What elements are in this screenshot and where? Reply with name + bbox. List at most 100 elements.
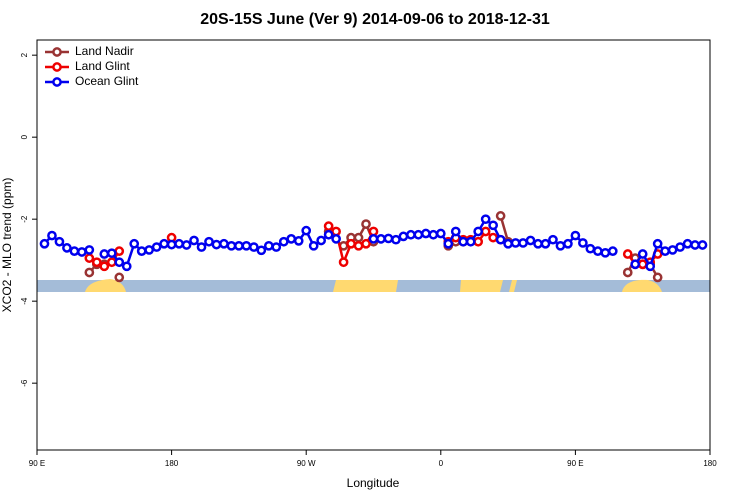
data-point bbox=[682, 238, 693, 249]
data-point bbox=[249, 242, 259, 252]
data-point bbox=[241, 240, 252, 251]
data-point bbox=[652, 238, 663, 249]
x-tick-label: 90 W bbox=[297, 459, 316, 468]
y-axis-label: XCO2 - MLO trend (ppm) bbox=[0, 178, 14, 313]
data-point bbox=[62, 243, 72, 253]
data-point bbox=[570, 230, 581, 241]
land-ocean-strip bbox=[37, 279, 710, 292]
land-patch bbox=[85, 279, 126, 292]
data-point bbox=[443, 238, 454, 249]
data-point bbox=[129, 238, 140, 249]
data-point bbox=[533, 238, 543, 249]
data-point bbox=[361, 219, 371, 229]
data-point bbox=[413, 229, 424, 240]
data-point bbox=[503, 238, 513, 249]
data-point bbox=[563, 238, 573, 249]
plot-frame bbox=[36, 39, 711, 451]
data-point bbox=[675, 242, 685, 252]
data-point bbox=[697, 240, 708, 250]
data-point bbox=[435, 228, 446, 239]
data-point bbox=[346, 238, 356, 249]
data-point bbox=[391, 234, 401, 245]
data-point bbox=[465, 236, 476, 247]
data-point bbox=[99, 261, 110, 272]
data-point bbox=[428, 229, 439, 240]
data-point bbox=[106, 248, 117, 259]
data-point bbox=[54, 236, 65, 247]
legend-marker bbox=[52, 47, 62, 57]
data-point bbox=[420, 228, 431, 239]
data-point bbox=[278, 236, 289, 247]
y-tick-label: -2 bbox=[20, 215, 29, 223]
chart-title: 20S-15S June (Ver 9) 2014-09-06 to 2018-… bbox=[200, 11, 550, 28]
data-point bbox=[84, 267, 95, 278]
data-point bbox=[308, 240, 319, 251]
x-tick-label: 90 E bbox=[29, 459, 45, 468]
data-point bbox=[301, 225, 312, 236]
data-point bbox=[458, 236, 469, 247]
data-point bbox=[181, 240, 192, 250]
data-point bbox=[630, 259, 641, 270]
data-point bbox=[166, 239, 177, 250]
y-tick-label: 0 bbox=[20, 134, 29, 139]
data-point bbox=[353, 232, 364, 243]
legend-label: Land Glint bbox=[75, 59, 130, 73]
data-point bbox=[114, 257, 125, 268]
land-patch bbox=[622, 279, 662, 292]
data-point bbox=[548, 234, 558, 245]
x-tick-label: 0 bbox=[439, 459, 444, 468]
data-point bbox=[361, 238, 371, 249]
data-point bbox=[293, 236, 304, 246]
data-point bbox=[91, 257, 102, 268]
data-point bbox=[667, 245, 678, 255]
data-point bbox=[510, 238, 521, 248]
data-point bbox=[585, 243, 596, 254]
data-point bbox=[331, 234, 341, 244]
data-point bbox=[219, 238, 229, 249]
data-point bbox=[114, 246, 125, 256]
x-axis-label: Longitude bbox=[347, 476, 400, 490]
data-point bbox=[600, 247, 611, 258]
y-tick-label: 2 bbox=[20, 52, 29, 57]
data-point bbox=[398, 231, 409, 242]
data-point bbox=[99, 249, 110, 259]
data-point bbox=[376, 234, 386, 244]
x-tick-label: 180 bbox=[165, 459, 179, 468]
data-point bbox=[660, 246, 670, 256]
data-point bbox=[69, 246, 80, 256]
data-point bbox=[234, 240, 244, 251]
data-point bbox=[652, 272, 663, 283]
data-point bbox=[488, 220, 498, 231]
data-point bbox=[450, 226, 461, 237]
y-tick-label: -4 bbox=[20, 297, 29, 305]
data-point bbox=[690, 240, 700, 250]
legend-marker bbox=[52, 62, 62, 72]
data-point bbox=[331, 226, 341, 237]
data-point bbox=[189, 235, 199, 246]
data-point bbox=[159, 238, 169, 249]
data-point bbox=[622, 267, 633, 278]
data-point bbox=[473, 236, 484, 247]
data-point bbox=[196, 242, 207, 252]
data-point bbox=[488, 232, 498, 243]
data-point bbox=[495, 211, 506, 221]
data-point bbox=[263, 240, 274, 251]
data-point bbox=[607, 246, 618, 256]
legend-marker bbox=[52, 77, 62, 87]
data-point bbox=[204, 236, 214, 247]
x-tick-label: 90 E bbox=[567, 459, 583, 468]
y-tick-label: -6 bbox=[20, 379, 29, 387]
data-point bbox=[338, 257, 349, 268]
data-point bbox=[256, 245, 267, 256]
data-point bbox=[555, 240, 566, 251]
data-point bbox=[622, 249, 633, 259]
data-point bbox=[323, 229, 334, 240]
data-point bbox=[637, 259, 648, 270]
x-tick-label: 180 bbox=[703, 459, 717, 468]
legend-label: Ocean Glint bbox=[75, 74, 139, 88]
data-point bbox=[637, 249, 648, 259]
data-point bbox=[114, 272, 125, 283]
data-point bbox=[645, 261, 656, 272]
data-point bbox=[211, 239, 222, 250]
